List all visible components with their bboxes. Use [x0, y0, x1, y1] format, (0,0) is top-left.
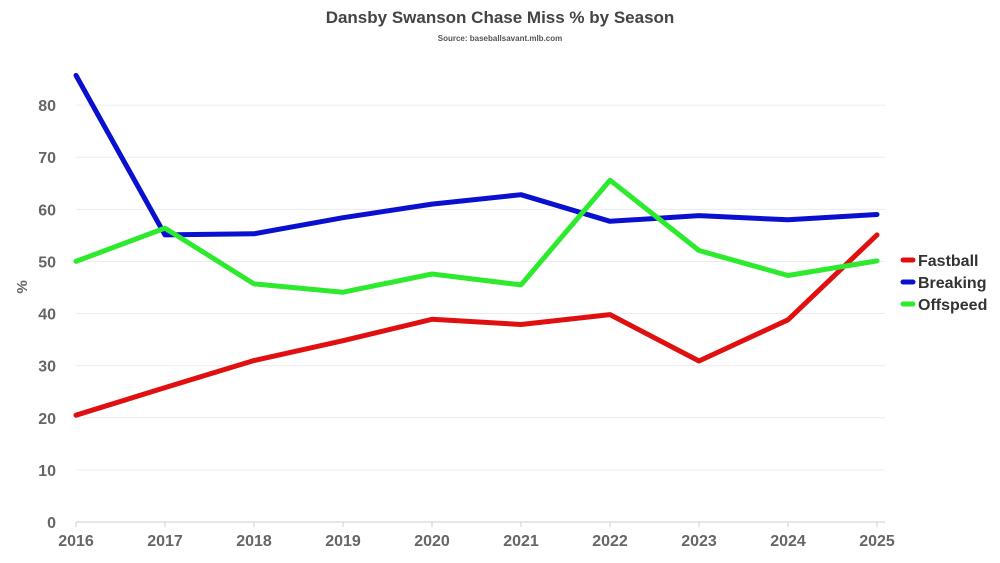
- y-tick-label: 50: [38, 254, 56, 271]
- series-line-breaking: [73, 72, 880, 238]
- legend-label-breaking: Breaking: [918, 275, 986, 292]
- x-tick-label: 2023: [681, 533, 717, 550]
- x-tick-label: 2017: [147, 533, 183, 550]
- x-tick-label: 2024: [770, 533, 806, 550]
- y-tick-label: 40: [38, 307, 56, 324]
- y-tick-label: 0: [47, 515, 56, 532]
- x-tick-label: 2022: [592, 533, 628, 550]
- series-line-offspeed: [73, 177, 880, 295]
- x-tick-label: 2021: [503, 533, 539, 550]
- y-tick-label: 60: [38, 202, 56, 219]
- y-tick-label: 80: [38, 98, 56, 115]
- gridlines: [76, 104, 885, 471]
- series-line-fastball: [73, 232, 880, 418]
- chart-subtitle: Source: baseballsavant.mlb.com: [438, 34, 563, 43]
- x-tick-label: 2016: [58, 533, 94, 550]
- legend: Fastball Breaking Offspeed: [900, 253, 987, 314]
- axes: 0 10 20 30 40 50 60 70 80 2016 2017 2018 2019 2020 202…: [38, 98, 895, 550]
- y-tick-label: 20: [38, 411, 56, 428]
- y-axis-label: %: [14, 280, 31, 293]
- legend-label-offspeed: Offspeed: [918, 297, 987, 314]
- legend-label-fastball: Fastball: [918, 253, 978, 270]
- x-tick-label: 2025: [859, 533, 895, 550]
- x-tick-label: 2018: [236, 533, 272, 550]
- y-tick-label: 10: [38, 463, 56, 480]
- x-tick-label: 2020: [414, 533, 450, 550]
- x-tick-label: 2019: [325, 533, 361, 550]
- chart-title: Dansby Swanson Chase Miss % by Season: [326, 8, 675, 27]
- y-tick-label: 70: [38, 150, 56, 167]
- y-tick-label: 30: [38, 359, 56, 376]
- series-lines: [73, 72, 880, 418]
